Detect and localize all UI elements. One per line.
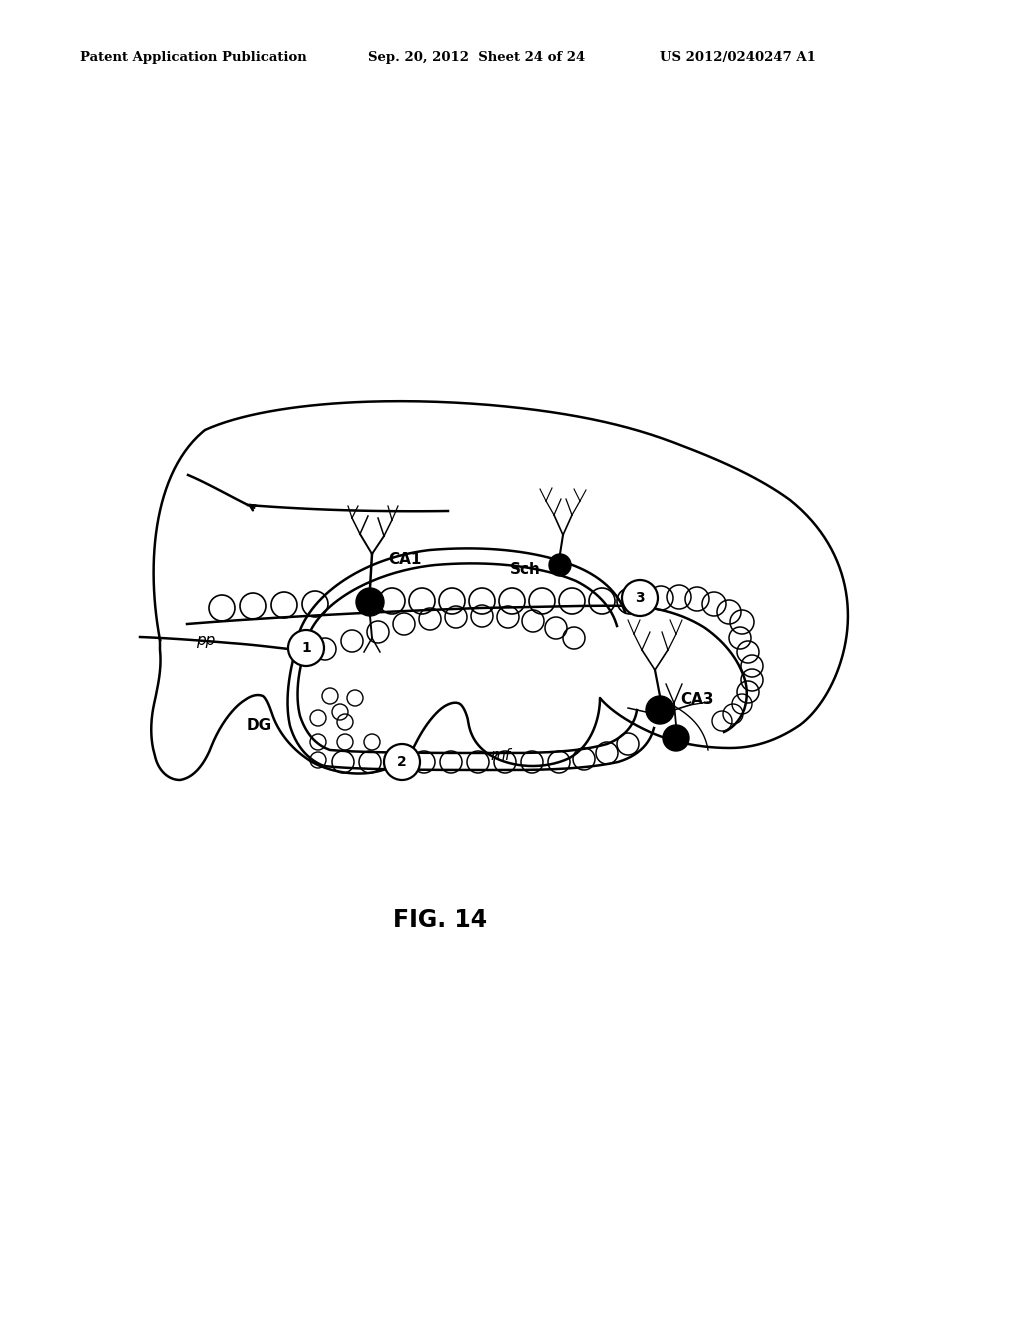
Text: Patent Application Publication: Patent Application Publication bbox=[80, 51, 307, 65]
Text: DG: DG bbox=[247, 718, 272, 734]
Circle shape bbox=[646, 696, 674, 723]
Circle shape bbox=[622, 579, 658, 616]
Text: 2: 2 bbox=[397, 755, 407, 770]
Circle shape bbox=[663, 725, 689, 751]
Text: Sep. 20, 2012  Sheet 24 of 24: Sep. 20, 2012 Sheet 24 of 24 bbox=[368, 51, 586, 65]
Text: 3: 3 bbox=[635, 591, 645, 605]
Polygon shape bbox=[152, 401, 848, 780]
Text: CA3: CA3 bbox=[680, 693, 714, 708]
Text: CA1: CA1 bbox=[388, 553, 421, 568]
Circle shape bbox=[356, 587, 384, 616]
Text: US 2012/0240247 A1: US 2012/0240247 A1 bbox=[660, 51, 816, 65]
Circle shape bbox=[549, 554, 571, 576]
Text: Sch: Sch bbox=[510, 562, 541, 578]
Text: 1: 1 bbox=[301, 642, 311, 655]
Text: mf: mf bbox=[490, 748, 510, 763]
Text: FIG. 14: FIG. 14 bbox=[393, 908, 487, 932]
Circle shape bbox=[288, 630, 324, 667]
Text: pp: pp bbox=[196, 632, 215, 648]
Circle shape bbox=[384, 744, 420, 780]
